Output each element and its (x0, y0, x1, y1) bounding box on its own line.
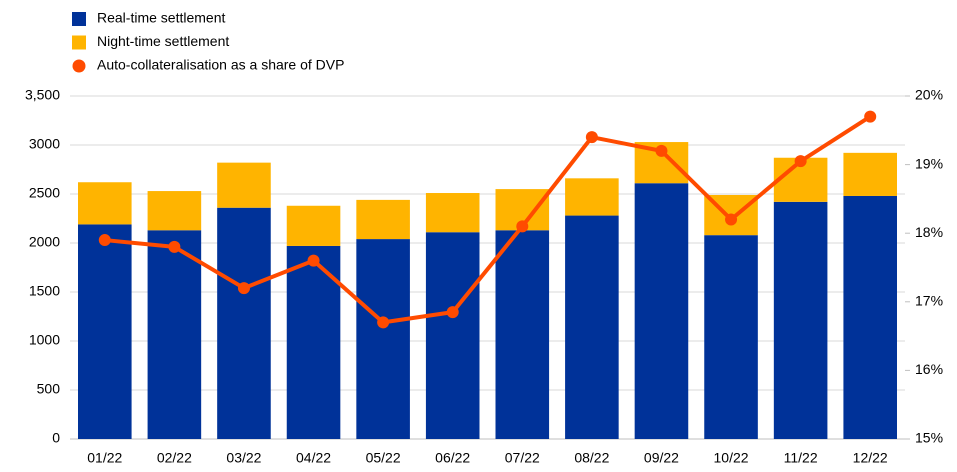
y-tick-label: 0 (52, 430, 60, 446)
legend-swatch (72, 35, 86, 50)
y-tick-label: 3000 (29, 136, 60, 152)
bar (565, 215, 619, 439)
line (104, 114, 872, 325)
bar (356, 199, 410, 240)
y-tick-label: 500 (37, 381, 61, 397)
y2-tick-label: 18% (915, 224, 943, 240)
x-tick-label: 10/22 (714, 450, 749, 466)
y2-tick-label: 19% (915, 155, 943, 171)
y2-tick-label: 17% (915, 293, 943, 309)
x-tick-label: 05/22 (366, 450, 401, 466)
bar (217, 207, 271, 439)
bar (704, 235, 758, 439)
line-point (377, 316, 390, 329)
line-point (585, 131, 598, 144)
bar (286, 205, 341, 246)
y-tick-label: 2500 (29, 185, 60, 201)
line-point (864, 110, 877, 123)
bar (78, 224, 132, 439)
legend-label: Auto-collateralisation as a share of DVP (97, 57, 344, 73)
bar (356, 239, 410, 439)
y2-tick-label: 16% (915, 361, 943, 377)
bar (78, 182, 132, 225)
bar (843, 195, 897, 439)
y-tick-label: 1500 (29, 283, 60, 299)
line-point (307, 254, 320, 267)
bar (843, 152, 897, 196)
y-tick-label: 2000 (29, 234, 60, 250)
legend-swatch (72, 59, 86, 73)
y2-tick-label: 15% (915, 430, 943, 446)
x-tick-label: 03/22 (226, 450, 261, 466)
line-point (516, 220, 529, 233)
bar (217, 162, 271, 208)
line-point (446, 306, 459, 319)
bar (634, 183, 689, 439)
y-tick-label: 3,500 (25, 87, 60, 103)
line-point (237, 282, 250, 295)
x-tick-label: 11/22 (784, 450, 818, 466)
bar (495, 230, 550, 439)
line-point (168, 240, 181, 253)
line-point (794, 155, 807, 168)
legend-swatch (72, 12, 86, 26)
y-tick-label: 1000 (29, 332, 60, 348)
x-tick-label: 07/22 (505, 450, 540, 466)
bar (147, 230, 202, 439)
x-tick-label: 12/22 (853, 450, 888, 466)
x-tick-label: 06/22 (435, 450, 470, 466)
x-tick-label: 08/22 (574, 450, 609, 466)
bar (425, 232, 480, 439)
legend-label: Real-time settlement (97, 10, 225, 26)
legend-label: Night-time settlement (97, 33, 229, 49)
bar (565, 178, 619, 216)
x-tick-label: 04/22 (296, 450, 331, 466)
x-tick-label: 02/22 (157, 450, 192, 466)
line-point (725, 213, 738, 226)
x-tick-label: 01/22 (87, 450, 122, 466)
y2-tick-label: 20% (915, 87, 943, 103)
line-point (655, 144, 668, 157)
line-point (98, 234, 111, 247)
bar (147, 191, 202, 231)
bar (425, 193, 480, 233)
bar (773, 201, 828, 439)
x-tick-label: 09/22 (644, 450, 679, 466)
